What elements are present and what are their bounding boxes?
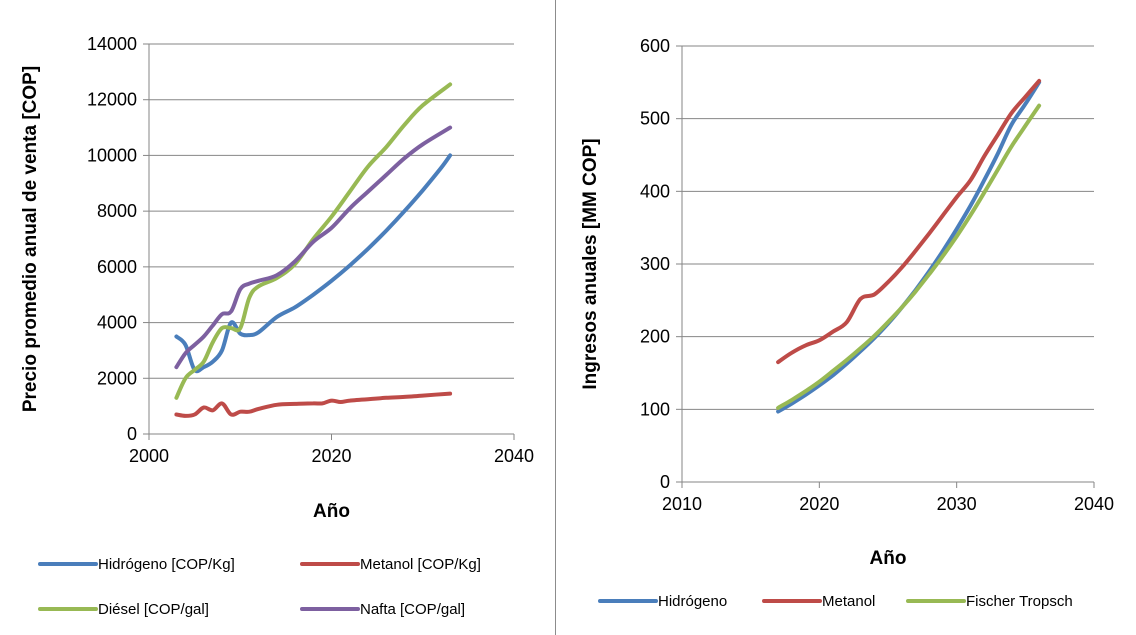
series-line-nafta-cop-gal <box>174 125 453 370</box>
y-tick-label: 14000 <box>87 34 137 54</box>
x-tick-label: 2010 <box>662 494 702 514</box>
series-line-fischer-tropsch <box>776 103 1042 410</box>
revenue-chart: 0 100 200 300 400 500 600 2010 2020 2030 2040 Año In… <box>580 36 1114 610</box>
y-tick-label: 600 <box>640 36 670 56</box>
legend-label-hidrogeno: Hidrógeno <box>658 593 727 610</box>
legend-label-hidrogeno-cop-kg: Hidrógeno [COP/Kg] <box>98 556 235 573</box>
chart-panel-revenue: 0 100 200 300 400 500 600 2010 2020 2030 2040 Año In… <box>556 0 1136 635</box>
series-line-hidrogeno-cop-kg <box>174 153 453 374</box>
y-tick-label: 0 <box>127 424 137 444</box>
y-axis-title: Ingresos anuales [MM COP] <box>580 138 601 389</box>
x-tick-label: 2040 <box>494 446 534 466</box>
x-axis-title: Año <box>870 548 907 569</box>
x-tick-label: 2000 <box>129 446 169 466</box>
y-tick-label: 500 <box>640 109 670 129</box>
y-tick-label: 200 <box>640 327 670 347</box>
legend-label-fischer-tropsch: Fischer Tropsch <box>966 593 1073 610</box>
series-line-diesel-cop-gal <box>174 82 453 400</box>
series-line-metanol <box>776 78 1042 365</box>
y-tick-label: 6000 <box>97 257 137 277</box>
x-axis-title: Año <box>313 501 350 522</box>
y-tick-label: 300 <box>640 254 670 274</box>
x-tick-label: 2040 <box>1074 494 1114 514</box>
legend-label-diesel-cop-gal: Diésel [COP/gal] <box>98 601 209 618</box>
y-tick-label: 400 <box>640 181 670 201</box>
y-tick-label: 100 <box>640 399 670 419</box>
y-tick-label: 0 <box>660 472 670 492</box>
y-tick-label: 12000 <box>87 90 137 110</box>
series-line-metanol-cop-kg <box>174 391 453 418</box>
y-tick-label: 2000 <box>97 368 137 388</box>
y-tick-label: 8000 <box>97 201 137 221</box>
x-tick-label: 2020 <box>311 446 351 466</box>
legend-label-nafta-cop-gal: Nafta [COP/gal] <box>360 601 465 618</box>
chart-panel-price: 0 2000 4000 6000 8000 10000 12000 14000 2000 2020… <box>0 0 556 635</box>
x-tick-label: 2020 <box>799 494 839 514</box>
legend-label-metanol-cop-kg: Metanol [COP/Kg] <box>360 556 481 573</box>
x-tick-label: 2030 <box>937 494 977 514</box>
y-axis-title: Precio promedio anual de venta [COP] <box>20 66 41 412</box>
y-tick-label: 4000 <box>97 313 137 333</box>
legend-label-metanol: Metanol <box>822 593 875 610</box>
y-tick-label: 10000 <box>87 145 137 165</box>
